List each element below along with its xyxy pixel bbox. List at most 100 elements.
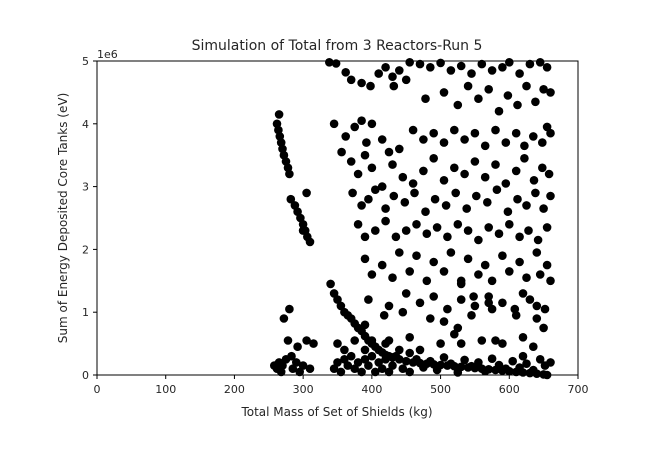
data-point	[401, 356, 411, 366]
y-tick-label: 1	[82, 306, 89, 319]
data-point	[498, 339, 507, 348]
data-point	[531, 97, 540, 107]
data-point	[388, 160, 397, 169]
data-point	[462, 204, 472, 213]
x-tick-label: 700	[568, 383, 589, 396]
data-point	[515, 257, 524, 267]
data-point	[532, 301, 542, 311]
data-point	[456, 339, 466, 348]
data-point	[346, 157, 356, 166]
data-point	[270, 361, 279, 370]
data-point	[487, 304, 497, 314]
data-point	[484, 223, 494, 232]
data-point	[508, 356, 517, 366]
data-point	[360, 320, 370, 330]
data-point	[374, 358, 384, 367]
data-point	[357, 201, 366, 210]
data-point	[453, 368, 463, 377]
data-point	[518, 351, 528, 361]
y-tick-label: 0	[82, 369, 89, 382]
data-point	[542, 260, 552, 270]
data-point	[546, 358, 555, 367]
data-point	[419, 363, 428, 372]
data-point	[522, 201, 531, 210]
data-point	[511, 166, 521, 176]
data-point	[357, 367, 366, 377]
data-point	[467, 69, 476, 78]
data-point	[279, 314, 289, 323]
data-point	[302, 336, 311, 345]
data-point	[439, 176, 449, 185]
data-point	[474, 270, 483, 279]
data-point	[430, 194, 440, 204]
data-point	[515, 69, 524, 78]
data-point	[362, 138, 371, 147]
data-point	[379, 311, 389, 320]
data-point	[453, 100, 463, 110]
data-point	[384, 336, 394, 345]
data-point	[421, 94, 430, 103]
data-point	[524, 226, 533, 235]
data-point	[292, 358, 301, 367]
data-point	[525, 59, 535, 69]
y-tick-label: 3	[82, 181, 89, 194]
data-point	[377, 135, 387, 144]
data-point	[463, 226, 473, 235]
data-point	[302, 188, 311, 198]
data-point	[381, 63, 390, 72]
data-point	[419, 166, 428, 176]
data-point	[529, 365, 538, 375]
data-point	[533, 235, 543, 245]
data-point	[542, 223, 552, 232]
data-point	[384, 367, 394, 377]
data-point	[477, 59, 487, 69]
data-point	[539, 323, 548, 333]
data-point	[305, 364, 315, 374]
data-point	[426, 356, 435, 366]
data-point	[487, 276, 497, 286]
data-point	[353, 358, 363, 367]
data-point	[350, 336, 360, 345]
y-tick-label: 5	[82, 55, 89, 68]
data-point	[439, 353, 449, 362]
data-point	[293, 342, 302, 352]
data-point	[505, 220, 514, 229]
data-point	[484, 85, 494, 94]
data-point	[391, 351, 401, 361]
data-point	[432, 365, 442, 375]
data-point	[371, 185, 380, 194]
data-point	[432, 223, 442, 232]
data-point	[333, 358, 342, 367]
data-point	[498, 298, 507, 308]
x-tick-label: 0	[94, 383, 101, 396]
data-point	[429, 154, 439, 163]
data-point	[331, 59, 341, 68]
data-point	[441, 201, 451, 210]
data-point	[480, 172, 490, 182]
data-point	[443, 232, 452, 242]
axis-ticks: 0 100 200 300 400 500 600 700 0 1 2 3 4 5	[82, 55, 589, 396]
data-point	[367, 351, 377, 361]
data-point	[518, 333, 528, 342]
data-point	[405, 267, 415, 276]
data-point	[405, 348, 415, 358]
data-point	[492, 185, 502, 194]
data-point	[501, 364, 511, 374]
data-point	[469, 292, 478, 301]
data-point	[412, 220, 421, 229]
data-point	[494, 106, 504, 116]
data-point	[487, 66, 497, 75]
data-point	[360, 232, 370, 242]
data-point	[436, 58, 445, 68]
data-point	[389, 191, 399, 201]
data-point	[410, 188, 419, 198]
data-point	[364, 295, 373, 304]
data-point	[463, 254, 473, 264]
data-point	[539, 85, 548, 94]
data-point	[295, 367, 305, 377]
data-point	[494, 360, 504, 370]
data-point	[525, 295, 535, 304]
data-point	[353, 220, 363, 229]
data-point	[346, 75, 356, 85]
